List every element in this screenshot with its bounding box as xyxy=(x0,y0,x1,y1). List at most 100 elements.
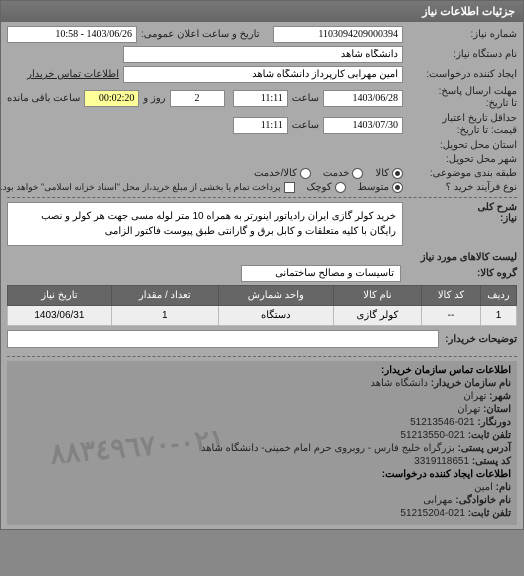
remaining-time-input xyxy=(84,90,139,107)
radio-kala-khedmat-dot[interactable] xyxy=(300,168,311,179)
province-label: استان محل تحویل: xyxy=(407,140,517,151)
contact-fname-label: نام: xyxy=(496,482,511,493)
contact-province: تهران xyxy=(457,404,480,415)
group-value: تاسیسات و مصالح ساختمانی xyxy=(241,265,401,282)
deadline-date-input[interactable] xyxy=(323,90,403,107)
contact-org-line: نام سازمان خریدار: دانشگاه شاهد xyxy=(13,378,511,389)
contact-org: دانشگاه شاهد xyxy=(370,378,427,389)
payment-checkbox[interactable] xyxy=(284,182,295,193)
th-qty: تعداد / مقدار xyxy=(111,286,218,306)
th-name: نام کالا xyxy=(333,286,421,306)
creator-input[interactable] xyxy=(123,66,403,83)
remaining-label: ساعت باقی مانده xyxy=(7,93,80,104)
payment-note: پرداخت تمام یا بخشی از مبلغ خرید،از محل … xyxy=(0,182,280,193)
radio-kala-dot[interactable] xyxy=(392,168,403,179)
hour-label-2: ساعت xyxy=(292,120,319,131)
panel-header: جزئیات اطلاعات نیاز xyxy=(1,1,523,22)
contact-address-line: آدرس پستی: بزرگراه خلیج فارس - روبروی حر… xyxy=(13,443,511,454)
contact-phone-line: تلفن ثابت: 51213550-021 xyxy=(13,430,511,441)
contact-fax-line: دورنگار: 51213546-021 xyxy=(13,417,511,428)
row-device-name: نام دستگاه نیاز: xyxy=(7,46,517,63)
contact-phone: 51213550-021 xyxy=(400,430,465,441)
row-description: شرح کلی نیاز: خرید کولر گازی ایران رادیا… xyxy=(7,202,517,246)
contact-province-line: استان: تهران xyxy=(13,404,511,415)
th-row: ردیف xyxy=(481,286,517,306)
radio-kala-label: کالا xyxy=(375,168,389,179)
desc-label: شرح کلی نیاز: xyxy=(407,202,517,224)
items-header-row: ردیف کد کالا نام کالا واحد شمارش تعداد /… xyxy=(8,286,517,306)
row-city: شهر محل تحویل: xyxy=(7,154,517,165)
contact-fname: امین xyxy=(474,482,493,493)
contact-fname-line: نام: امین xyxy=(13,482,511,493)
contact-postal-label: کد پستی: xyxy=(472,456,511,467)
contact-fax-label: دورنگار: xyxy=(477,417,511,428)
creator-label: ایجاد کننده درخواست: xyxy=(407,69,517,81)
radio-small-dot[interactable] xyxy=(335,182,346,193)
contact-title: اطلاعات تماس سازمان خریدار: xyxy=(13,365,511,376)
creator-info-label: اطلاعات ایجاد کننده درخواست: xyxy=(13,469,511,480)
cell-unit: دستگاه xyxy=(218,306,333,326)
cell-qty: 1 xyxy=(111,306,218,326)
panel-title: جزئیات اطلاعات نیاز xyxy=(422,6,515,18)
cell-code: -- xyxy=(421,306,480,326)
contact-city-label: شهر: xyxy=(489,391,511,402)
contact-address-label: آدرس پستی: xyxy=(458,443,511,454)
row-buyer-desc: توضیحات خریدار: xyxy=(7,326,517,352)
contact-phone-label: تلفن ثابت: xyxy=(468,430,511,441)
city-label: شهر محل تحویل: xyxy=(407,154,517,165)
table-row[interactable]: 1 -- کولر گازی دستگاه 1 1403/06/31 xyxy=(8,306,517,326)
contact-cphone-label: تلفن ثابت: xyxy=(468,508,511,519)
radio-kala-khedmat[interactable]: کالا/خدمت xyxy=(254,168,311,179)
payment-checkbox-item[interactable]: پرداخت تمام یا بخشی از مبلغ خرید،از محل … xyxy=(0,182,294,193)
needed-goods-label: لیست کالاهای مورد نیاز xyxy=(7,250,517,265)
days-label: روز و xyxy=(143,93,165,104)
details-panel: جزئیات اطلاعات نیاز شماره نیاز: تاریخ و … xyxy=(0,0,524,530)
items-table: ردیف کد کالا نام کالا واحد شمارش تعداد /… xyxy=(7,285,517,326)
buy-process-label: نوع فرآیند خرید ؟ xyxy=(407,182,517,193)
buy-process-radio-group: متوسط کوچک xyxy=(307,182,403,193)
form-area: شماره نیاز: تاریخ و ساعت اعلان عمومی: نا… xyxy=(1,22,523,529)
validity-label: حداقل تاریخ اعتبار قیمت: تا تاریخ: xyxy=(407,113,517,137)
category-label: طبقه بندی موضوعی: xyxy=(407,168,517,179)
announce-input[interactable] xyxy=(7,26,137,43)
desc-box: خرید کولر گازی ایران رادیاتور اینورتر به… xyxy=(7,202,403,246)
contact-address: بزرگراه خلیج فارس - روبروی حرم امام خمین… xyxy=(201,443,455,454)
row-need-number: شماره نیاز: تاریخ و ساعت اعلان عمومی: xyxy=(7,26,517,43)
need-number-input[interactable] xyxy=(273,26,403,43)
device-name-input[interactable] xyxy=(123,46,403,63)
buyer-contact-link[interactable]: اطلاعات تماس خریدار xyxy=(27,69,119,80)
cell-row: 1 xyxy=(481,306,517,326)
radio-small[interactable]: کوچک xyxy=(307,182,346,193)
radio-kala-khedmat-label: کالا/خدمت xyxy=(254,168,297,179)
contact-org-label: نام سازمان خریدار: xyxy=(431,378,511,389)
contact-section: اطلاعات تماس سازمان خریدار: نام سازمان خ… xyxy=(7,361,517,525)
contact-city-line: شهر: تهران xyxy=(13,391,511,402)
contact-fax: 51213546-021 xyxy=(410,417,475,428)
radio-medium-dot[interactable] xyxy=(392,182,403,193)
divider-2 xyxy=(7,356,517,357)
radio-medium-label: متوسط xyxy=(358,182,389,193)
divider-1 xyxy=(7,197,517,198)
deadline-time-input[interactable] xyxy=(233,90,288,107)
radio-khedmat[interactable]: خدمت xyxy=(323,168,364,179)
row-category: طبقه بندی موضوعی: کالا خدمت کالا/خدمت xyxy=(7,168,517,179)
radio-kala[interactable]: کالا xyxy=(375,168,403,179)
radio-medium[interactable]: متوسط xyxy=(358,182,403,193)
th-date: تاریخ نیاز xyxy=(8,286,112,306)
validity-date-input[interactable] xyxy=(323,117,403,134)
contact-city: تهران xyxy=(463,391,486,402)
contact-province-label: استان: xyxy=(483,404,511,415)
row-deadline: مهلت ارسال پاسخ: تا تاریخ: ساعت روز و سا… xyxy=(7,86,517,110)
validity-time-input[interactable] xyxy=(233,117,288,134)
radio-khedmat-label: خدمت xyxy=(323,168,350,179)
days-input[interactable] xyxy=(170,90,225,107)
hour-label-1: ساعت xyxy=(292,93,319,104)
radio-khedmat-dot[interactable] xyxy=(352,168,363,179)
announce-label: تاریخ و ساعت اعلان عمومی: xyxy=(141,29,260,40)
row-province: استان محل تحویل: xyxy=(7,140,517,151)
contact-lname-label: نام خانوادگی: xyxy=(455,495,511,506)
buyer-desc-box xyxy=(7,330,439,348)
th-code: کد کالا xyxy=(421,286,480,306)
row-validity: حداقل تاریخ اعتبار قیمت: تا تاریخ: ساعت xyxy=(7,113,517,137)
contact-cphone: 51215204-021 xyxy=(400,508,465,519)
